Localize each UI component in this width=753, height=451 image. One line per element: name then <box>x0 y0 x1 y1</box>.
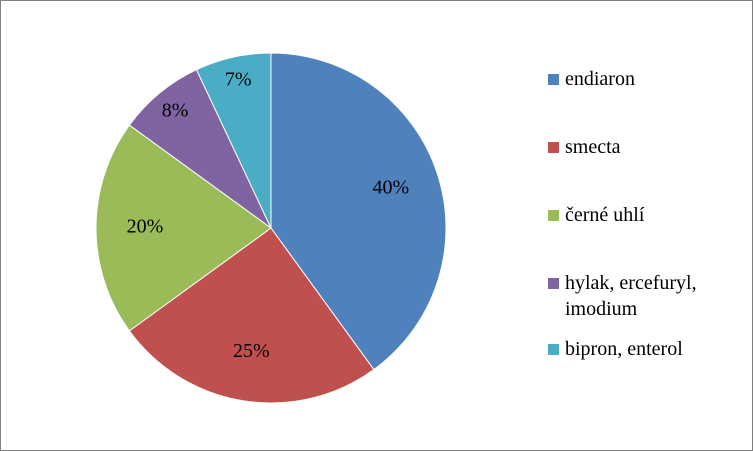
legend-item: černé uhlí <box>548 202 752 228</box>
legend-swatch <box>548 142 559 153</box>
legend-item: bipron, enterol <box>548 336 752 362</box>
pie-slice <box>128 227 375 404</box>
legend-label: hylak, ercefuryl, imodium <box>565 272 697 320</box>
legend-swatch <box>548 344 559 355</box>
legend-item: smecta <box>548 134 752 160</box>
pie-slice <box>95 124 272 332</box>
legend-label: černé uhlí <box>565 204 645 226</box>
legend-item: endiaron <box>548 66 752 92</box>
pie-slice <box>270 52 447 371</box>
slice-label: 20% <box>127 216 164 238</box>
legend-swatch <box>548 210 559 221</box>
pie-slice <box>195 52 272 229</box>
legend-label: smecta <box>565 136 621 158</box>
legend-swatch <box>548 278 559 289</box>
slice-label: 40% <box>372 177 409 199</box>
slice-label: 8% <box>162 100 189 122</box>
legend-swatch <box>548 74 559 85</box>
slice-label: 25% <box>233 340 270 362</box>
legend-label: bipron, enterol <box>565 338 683 360</box>
slice-label: 7% <box>225 69 252 91</box>
legend-label: endiaron <box>565 68 635 90</box>
legend-item: hylak, ercefuryl, imodium <box>548 270 752 322</box>
